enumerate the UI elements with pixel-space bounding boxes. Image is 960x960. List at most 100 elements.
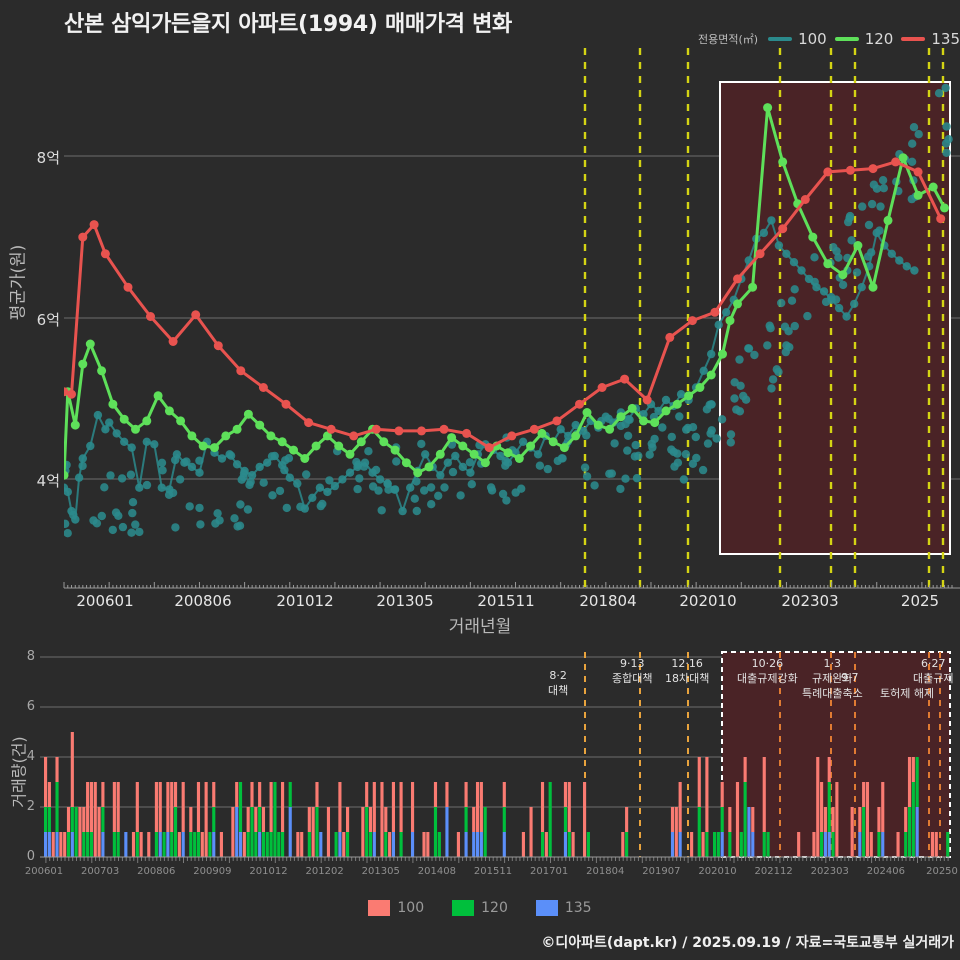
bar-segment bbox=[877, 807, 881, 832]
bar-segment bbox=[540, 832, 545, 857]
bar-segment bbox=[315, 782, 319, 807]
bar-segment bbox=[946, 832, 950, 857]
volume-xtick-14: 202303 bbox=[810, 866, 849, 877]
price-x-axis-label: 거래년월 bbox=[448, 617, 512, 637]
volume-xtick-12: 202010 bbox=[698, 866, 737, 877]
bar-segment bbox=[433, 782, 438, 807]
legend-top-item-135[interactable]: 135 bbox=[901, 30, 960, 48]
bar-segment bbox=[231, 807, 235, 857]
bar-segment bbox=[235, 807, 239, 857]
volume-chart-svg bbox=[40, 651, 951, 863]
legend-bottom-item-100[interactable]: 100 bbox=[368, 900, 424, 916]
bar-segment bbox=[177, 832, 181, 857]
volume-xtick-15: 202406 bbox=[866, 866, 905, 877]
bar-segment bbox=[907, 757, 912, 807]
bar-segment bbox=[720, 832, 724, 857]
volume-chart: 거래량(건) 8 6 4 2 0 200601 200703 200806 20090… bbox=[0, 640, 960, 900]
bar-segment bbox=[55, 757, 59, 782]
legend-bottom-item-120[interactable]: 120 bbox=[452, 900, 508, 916]
legend-top-item-120[interactable]: 120 bbox=[834, 30, 894, 48]
legend-bottom-label-100: 100 bbox=[397, 900, 425, 916]
bar-segment bbox=[288, 782, 292, 807]
bar-segment bbox=[823, 807, 827, 832]
bar-segment bbox=[170, 782, 174, 832]
bar-segment bbox=[697, 757, 701, 807]
bar-segment bbox=[162, 832, 166, 857]
bar-segment bbox=[915, 807, 919, 857]
bar-segment bbox=[254, 832, 258, 857]
bar-segment bbox=[475, 832, 480, 857]
bar-segment bbox=[865, 782, 870, 857]
bar-segment bbox=[567, 832, 571, 857]
price-chart-svg bbox=[63, 48, 960, 589]
bar-segment bbox=[261, 832, 266, 857]
bar-segment bbox=[571, 832, 575, 857]
volume-xtick-11: 201907 bbox=[642, 866, 681, 877]
bar-segment bbox=[86, 782, 90, 832]
bar-segment bbox=[238, 782, 243, 832]
bar-segment bbox=[78, 807, 82, 857]
bar-segment bbox=[158, 782, 162, 832]
legend-top-label-135: 135 bbox=[931, 30, 960, 48]
volume-xtick-5: 201202 bbox=[305, 866, 344, 877]
annotation-date: 9·13 bbox=[619, 657, 645, 670]
price-xtick-3: 201305 bbox=[376, 592, 434, 610]
bar-segment bbox=[246, 832, 250, 857]
bar-segment bbox=[147, 832, 151, 857]
legend-top-item-100[interactable]: 100 bbox=[768, 30, 827, 48]
bar-segment bbox=[372, 782, 376, 832]
legend-bottom-item-135[interactable]: 135 bbox=[535, 900, 592, 916]
bar-segment bbox=[735, 782, 740, 857]
bar-segment bbox=[273, 782, 277, 857]
price-ytick-1: 6억 bbox=[36, 311, 60, 329]
bar-segment bbox=[904, 807, 908, 832]
bar-segment bbox=[502, 782, 506, 807]
bar-segment bbox=[479, 832, 483, 857]
annotation-9-13: 9·13 종합대책 bbox=[612, 657, 652, 686]
bar-segment bbox=[766, 832, 770, 857]
legend-swatch-100 bbox=[768, 37, 793, 41]
bar-segment bbox=[173, 782, 178, 807]
bar-segment bbox=[751, 807, 755, 832]
bar-segment bbox=[212, 782, 216, 807]
bar-segment bbox=[158, 832, 162, 857]
bar-segment bbox=[346, 832, 350, 857]
bar-segment bbox=[181, 782, 185, 832]
bar-segment bbox=[97, 807, 101, 857]
bar-segment bbox=[540, 782, 545, 832]
volume-ytick-4: 4 bbox=[26, 749, 35, 764]
legend-top-label-120: 120 bbox=[864, 30, 894, 48]
bar-segment bbox=[334, 832, 338, 857]
bar-segment bbox=[433, 807, 438, 857]
bar-segment bbox=[338, 782, 342, 832]
annotation-date: 1·3 bbox=[823, 657, 841, 670]
bar-segment bbox=[70, 832, 74, 857]
bar-segment bbox=[816, 757, 820, 857]
bar-segment bbox=[697, 807, 701, 857]
bar-segment bbox=[583, 782, 587, 857]
bar-segment bbox=[70, 807, 74, 832]
bar-segment bbox=[319, 832, 323, 857]
annotation-date: 12·16 bbox=[671, 657, 703, 670]
annotation-teukrye: 특례대출축소 bbox=[802, 685, 863, 701]
bar-group bbox=[44, 732, 950, 857]
bar-segment bbox=[44, 832, 48, 857]
series-120 bbox=[64, 103, 949, 480]
bar-segment bbox=[135, 832, 139, 857]
bar-segment bbox=[797, 832, 801, 857]
bar-segment bbox=[422, 832, 426, 857]
bar-segment bbox=[850, 807, 854, 857]
bar-segment bbox=[342, 832, 346, 857]
bar-segment bbox=[300, 832, 304, 857]
bar-segment bbox=[131, 832, 136, 857]
bar-segment bbox=[762, 757, 766, 832]
bar-segment bbox=[59, 832, 63, 857]
bar-segment bbox=[674, 807, 678, 857]
price-xtick-7: 202303 bbox=[781, 592, 839, 610]
bar-segment bbox=[521, 832, 525, 857]
annotation-date: 9·7 bbox=[841, 671, 859, 684]
price-chart: 평균가(원) 8억 6억 4억 200601 200806 201012 201… bbox=[8, 48, 960, 637]
bar-segment bbox=[86, 832, 90, 857]
bar-segment bbox=[869, 832, 873, 857]
bar-segment bbox=[690, 832, 694, 857]
